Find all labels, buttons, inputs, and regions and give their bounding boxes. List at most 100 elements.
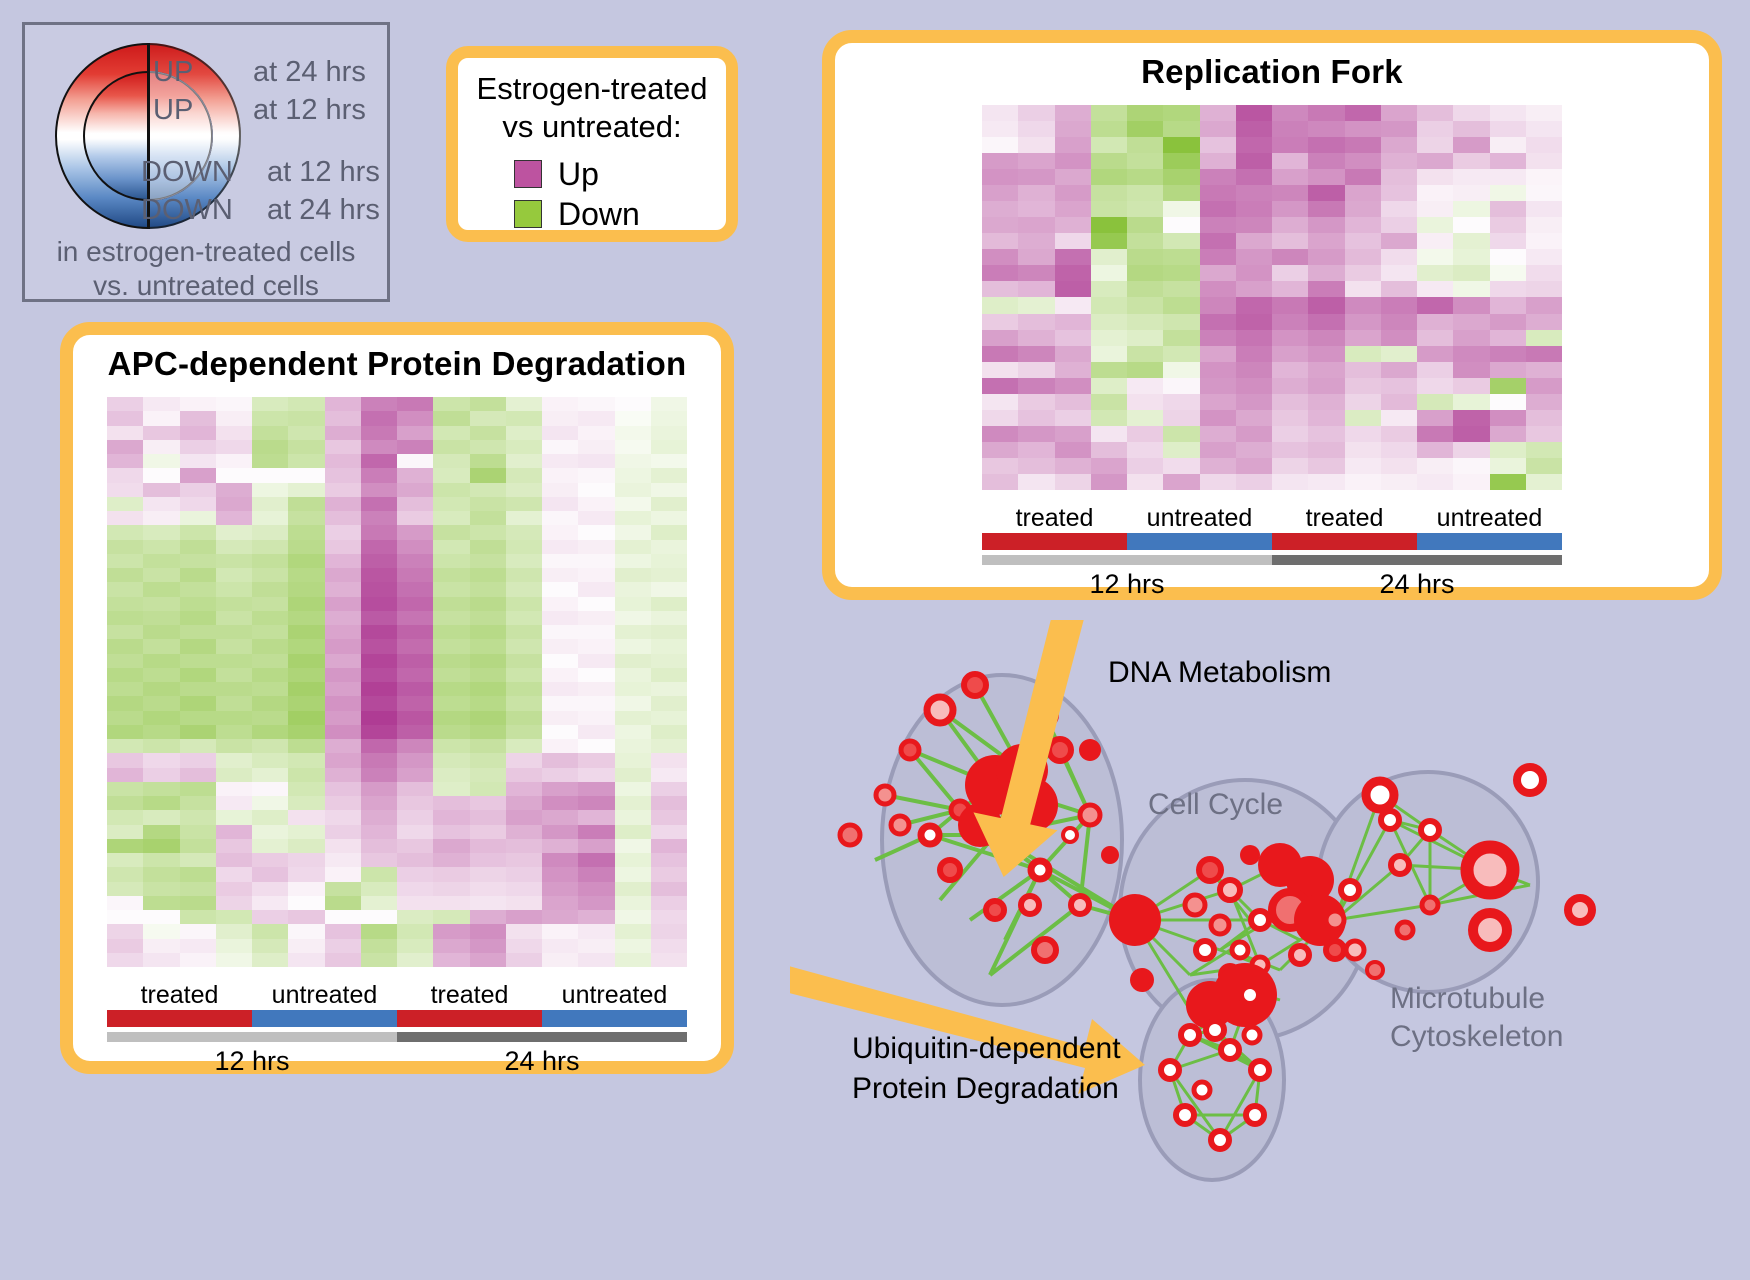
- heatmap-cell: [542, 397, 579, 412]
- legend-item-down-label: Down: [558, 196, 640, 232]
- heatmap-cell: [1344, 297, 1381, 314]
- heatmap-cell: [215, 653, 252, 668]
- heatmap-cell: [143, 482, 180, 497]
- heatmap-cell: [288, 582, 325, 597]
- heatmap-cell: [650, 881, 687, 896]
- heatmap-cell: [505, 397, 542, 412]
- heatmap-cell: [578, 553, 615, 568]
- heatmap-cell: [288, 696, 325, 711]
- heatmap-cell: [505, 810, 542, 825]
- heatmap-cell: [578, 910, 615, 925]
- heatmap-cell: [252, 881, 289, 896]
- heatmap-cell: [1127, 473, 1164, 490]
- heatmap-cell: [252, 639, 289, 654]
- heatmap-cell: [360, 553, 397, 568]
- heatmap-cell: [542, 425, 579, 440]
- network-node: [873, 783, 897, 807]
- heatmap-cell: [1163, 473, 1200, 490]
- heatmap-cell: [650, 667, 687, 682]
- heatmap-cell: [397, 753, 434, 768]
- heatmap-cell: [215, 667, 252, 682]
- heatmap-cell: [1489, 121, 1526, 138]
- heatmap-cell: [288, 952, 325, 967]
- heatmap-cell: [1453, 169, 1490, 186]
- heatmap-cell: [578, 853, 615, 868]
- heatmap-cell: [215, 553, 252, 568]
- heatmap-cell: [505, 952, 542, 967]
- heatmap-cell: [1090, 153, 1127, 170]
- heatmap-cell: [324, 696, 361, 711]
- heatmap-cell: [1199, 297, 1236, 314]
- legend-time-3: at 24 hrs: [267, 194, 380, 226]
- updown-legend-items: Up Down: [458, 154, 726, 234]
- heatmap-cell: [324, 867, 361, 882]
- heatmap-cell: [469, 781, 506, 796]
- heatmap-cell: [397, 838, 434, 853]
- heatmap-cell: [650, 767, 687, 782]
- heatmap-cell: [1308, 105, 1345, 122]
- heatmap-cell: [143, 710, 180, 725]
- heatmap-cell: [650, 653, 687, 668]
- heatmap-cell: [650, 411, 687, 426]
- heatmap-cell: [614, 796, 651, 811]
- heatmap-cell: [614, 753, 651, 768]
- heatmap-cell: [1453, 393, 1490, 410]
- heatmap-cell: [397, 710, 434, 725]
- heatmap-cell: [1380, 233, 1417, 250]
- heatmap-cell: [542, 610, 579, 625]
- heatmap-cell: [1525, 201, 1562, 218]
- heatmap-cell: [1417, 409, 1454, 426]
- heatmap-cell: [360, 739, 397, 754]
- heatmap-cell: [1199, 441, 1236, 458]
- ring-divider: [147, 43, 150, 229]
- heatmap-cell: [578, 525, 615, 540]
- heatmap-cell: [1453, 217, 1490, 234]
- heatmap-cell: [107, 753, 144, 768]
- heatmap-cell: [1380, 217, 1417, 234]
- heatmap-cell: [614, 411, 651, 426]
- network-node: [1288, 943, 1312, 967]
- cluster-label-cytoskeleton: Cytoskeleton: [1390, 1020, 1564, 1053]
- heatmap-cell: [1163, 249, 1200, 266]
- heatmap-cell: [360, 454, 397, 469]
- heatmap-cell: [288, 625, 325, 640]
- heatmap-cell: [1090, 473, 1127, 490]
- updown-title-line-1: Estrogen-treated: [476, 71, 708, 106]
- heatmap-cell: [252, 710, 289, 725]
- legend-time-0: at 24 hrs: [253, 56, 366, 88]
- network-node: [1178, 1023, 1202, 1047]
- heatmap-cell: [650, 853, 687, 868]
- heatmap-cell: [1525, 281, 1562, 298]
- heatmap-cell: [1163, 409, 1200, 426]
- heatmap-cell: [360, 867, 397, 882]
- time-label-apc-24: 24 hrs: [504, 1046, 580, 1076]
- heatmap-cell: [614, 468, 651, 483]
- network-node: [1101, 846, 1119, 864]
- heatmap-cell: [143, 568, 180, 583]
- heatmap-cell: [1054, 169, 1091, 186]
- heatmap-cell: [215, 895, 252, 910]
- heatmap-cell: [1525, 457, 1562, 474]
- heatmap-cell: [650, 553, 687, 568]
- heatmap-cell: [324, 781, 361, 796]
- heatmap-cell: [1489, 281, 1526, 298]
- heatmap-cell: [1489, 457, 1526, 474]
- heatmap-cell: [1308, 441, 1345, 458]
- heatmap-cell: [360, 696, 397, 711]
- heatmap-cell: [1127, 169, 1164, 186]
- heatmap-cell: [1272, 329, 1309, 346]
- heatmap-cell: [1489, 345, 1526, 362]
- heatmap-cell: [578, 482, 615, 497]
- network-node: [1343, 938, 1367, 962]
- heatmap-cell: [360, 610, 397, 625]
- axis-apc: treated untreated treated untreated 12 h…: [107, 981, 687, 1077]
- heatmap-cell: [1489, 169, 1526, 186]
- heatmap-cell: [143, 411, 180, 426]
- heatmap-cell: [107, 553, 144, 568]
- network-node: [1018, 893, 1042, 917]
- heatmap-cell: [215, 425, 252, 440]
- heatmap-cell: [360, 568, 397, 583]
- network-node: [1077, 802, 1103, 828]
- heatmap-cell: [650, 682, 687, 697]
